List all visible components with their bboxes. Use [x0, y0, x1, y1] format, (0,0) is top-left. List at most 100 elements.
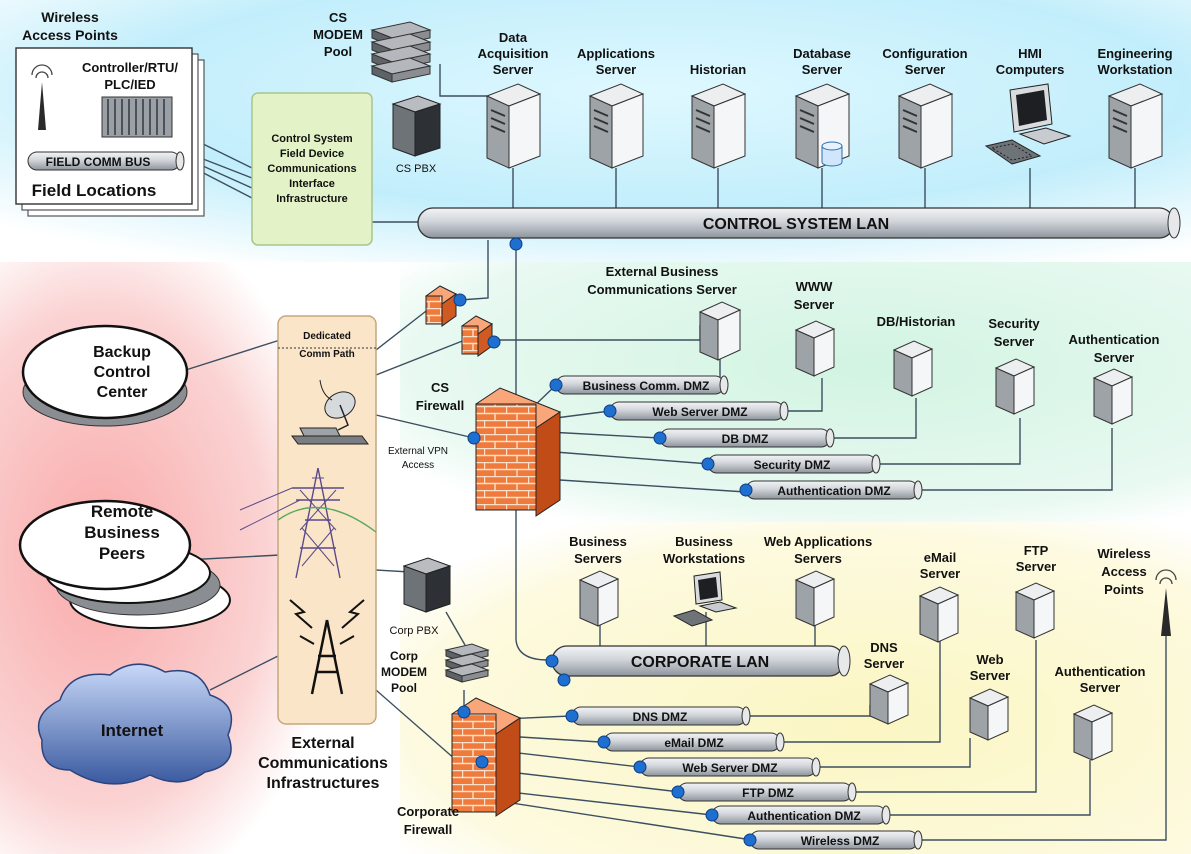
corp-server-line1: Business [569, 534, 627, 549]
corp-ws-line2: Workstations [663, 551, 745, 566]
connector-dot [487, 335, 501, 349]
corp-modem-line3: Pool [391, 681, 417, 695]
dedicated-line2: Comm Path [299, 349, 355, 360]
dmz-label: Authentication DMZ [777, 484, 890, 498]
field-locations-group: Wireless Access Points Controller/RTU/ P… [15, 9, 205, 217]
email-server-line2: Server [920, 566, 960, 581]
connector-dot [457, 705, 471, 719]
ext-biz-server-line1: External Business [606, 264, 719, 279]
corp-auth-server-icon [1072, 704, 1114, 761]
remote-line2: Business [84, 523, 160, 542]
corp-wireless-line1: Wireless [1097, 546, 1150, 561]
corp-modem-line1: Corp [390, 649, 418, 663]
connector-dots [453, 237, 757, 847]
connector-dot [597, 735, 611, 749]
connector-dot [705, 808, 719, 822]
business-workstation-icon [672, 571, 738, 627]
corporate-lan-pipe: CORPORATE LAN [551, 645, 851, 677]
corp-web-line1: Web Applications [764, 534, 872, 549]
server-label-line1: Configuration [882, 46, 967, 61]
external-comm-infra-box: Dedicated Comm Path External Communicati… [239, 315, 388, 792]
cs-interface-line1: Control System [271, 133, 353, 145]
server-label-line1: Engineering [1097, 46, 1172, 61]
ext-business-server-icon [698, 301, 742, 361]
server-label-line2: Server [905, 62, 945, 77]
cs-interface-line5: Infrastructure [276, 193, 348, 205]
web-server-line2: Server [970, 668, 1010, 683]
cs-modem-line2: MODEM [313, 27, 363, 42]
configuration-server: Configuration Server [882, 46, 968, 169]
vpn-line2: Access [402, 460, 434, 471]
corp-firewall-line1: Corporate [397, 804, 459, 819]
backup-line1: Backup [93, 344, 151, 361]
corp-modem-pool: Corp MODEM Pool [381, 643, 490, 695]
corporate-lan-label: CORPORATE LAN [631, 654, 769, 671]
server-label-line2: Computers [996, 62, 1065, 77]
dmz-label: DB DMZ [722, 432, 769, 446]
database-cylinder-icon [821, 141, 843, 167]
email-server-line1: eMail [924, 550, 957, 565]
corp-pbx-icon: Corp PBX [390, 557, 452, 637]
applications-server: Applications Server [577, 46, 655, 169]
corp-web-server-icon [968, 688, 1010, 741]
workstation-icon [984, 83, 1072, 165]
ext-title-line2: Communications [258, 755, 388, 772]
dns-dmz-pipe: DNS DMZ [571, 706, 751, 726]
corp-web-line2: Servers [794, 551, 842, 566]
business-server-icon [578, 570, 620, 627]
email-dmz-pipe: eMail DMZ [603, 732, 785, 752]
connector-dot [743, 833, 757, 847]
db-dmz-pipe: DB DMZ [659, 428, 835, 448]
corp-firewall-line2: Firewall [404, 822, 452, 837]
server-label-line1: Data [499, 30, 528, 45]
dmz-label: DNS DMZ [633, 710, 688, 724]
backup-line3: Center [97, 384, 148, 401]
vpn-line1: External VPN [388, 446, 448, 457]
ftp-server-line2: Server [1016, 559, 1056, 574]
field-comm-bus: FIELD COMM BUS [27, 151, 185, 171]
dmz-servers: External Business Communications Server … [587, 264, 1160, 425]
connector-dot [739, 483, 753, 497]
field-wireless-title-line2: Access Points [22, 27, 118, 43]
connector-dot [633, 760, 647, 774]
wireless-dmz-pipe: Wireless DMZ [749, 830, 923, 850]
authentication-dmz-pipe-corp: Authentication DMZ [711, 805, 891, 825]
connector-dot [509, 237, 523, 251]
server-label-line1: Applications [577, 46, 655, 61]
hmi-computers: HMI Computers [984, 46, 1072, 165]
db-historian-label: DB/Historian [877, 314, 956, 329]
remote-line1: Remote [91, 502, 153, 521]
cs-modem-line1: CS [329, 10, 347, 25]
security-dmz-pipe: Security DMZ [707, 454, 881, 474]
corp-auth-server-line2: Server [1080, 680, 1120, 695]
control-servers: Data Acquisition Server Applications Ser… [478, 30, 1173, 169]
authentication-dmz-pipe: Authentication DMZ [745, 480, 923, 500]
backup-line2: Control [94, 364, 151, 381]
server-label-line2: Workstation [1098, 62, 1173, 77]
www-server-icon [794, 320, 836, 377]
corp-dmz-pipes: DNS DMZ eMail DMZ Web Server DMZ FTP DMZ… [571, 706, 923, 850]
ext-title-line3: Infrastructures [267, 775, 380, 792]
db-historian-server-icon [892, 340, 934, 397]
engineering-workstation: Engineering Workstation [1097, 46, 1173, 169]
controller-label-line1: Controller/RTU/ [82, 60, 178, 75]
dns-server-line2: Server [864, 656, 904, 671]
field-wireless-title-line1: Wireless [41, 9, 99, 25]
transmission-tower-icon [239, 467, 377, 579]
cs-modem-line3: Pool [324, 44, 352, 59]
cs-interface-line2: Field Device [280, 148, 344, 160]
corp-pbx-label: Corp PBX [390, 625, 440, 637]
server-label-line1: Historian [690, 62, 746, 77]
security-server-line2: Server [994, 334, 1034, 349]
server-label-line2: Server [596, 62, 636, 77]
corp-ws-line1: Business [675, 534, 733, 549]
connector-dot [549, 378, 563, 392]
controller-label-line2: PLC/IED [104, 77, 155, 92]
cs-firewall-line2: Firewall [416, 398, 464, 413]
email-server-icon [918, 586, 960, 643]
cs-pbx-label: CS PBX [396, 163, 437, 175]
connector-dot [467, 431, 481, 445]
ftp-dmz-pipe: FTP DMZ [677, 782, 857, 802]
www-server-line1: WWW [796, 279, 834, 294]
field-locations-label: Field Locations [32, 181, 157, 200]
